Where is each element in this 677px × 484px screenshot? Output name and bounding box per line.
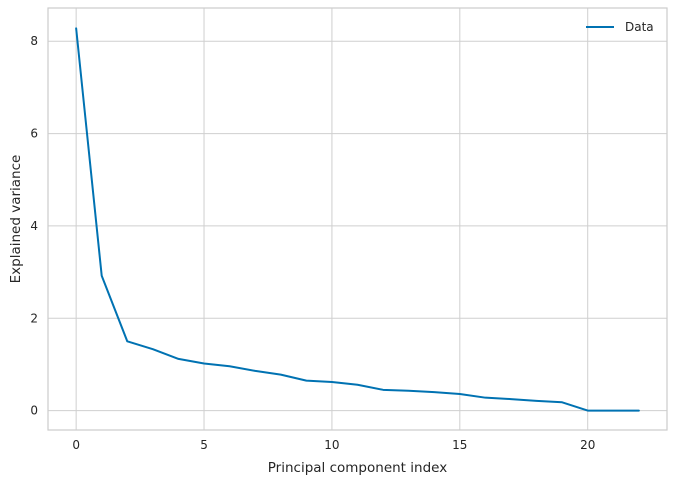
y-tick-label: 2 (30, 311, 38, 325)
x-tick-label: 5 (200, 438, 208, 452)
y-tick-label: 6 (30, 127, 38, 141)
y-axis-label: Explained variance (8, 155, 24, 284)
legend: Data (586, 20, 654, 34)
x-tick-label: 0 (72, 438, 80, 452)
y-tick-label: 0 (30, 404, 38, 418)
x-axis-label: Principal component index (268, 460, 447, 476)
x-tick-label: 20 (580, 438, 595, 452)
plot-frame (47, 7, 668, 431)
y-tick-labels: 0 2 4 6 8 (30, 34, 38, 417)
series-line-0 (75, 27, 640, 412)
y-tick-label: 4 (30, 219, 38, 233)
x-tick-label: 10 (324, 438, 339, 452)
x-tick-label: 15 (452, 438, 467, 452)
grid (48, 8, 667, 430)
legend-label-data: Data (625, 20, 654, 34)
x-tick-labels: 0 5 10 15 20 (72, 438, 595, 452)
series-layer (75, 27, 640, 412)
y-tick-label: 8 (30, 34, 38, 48)
